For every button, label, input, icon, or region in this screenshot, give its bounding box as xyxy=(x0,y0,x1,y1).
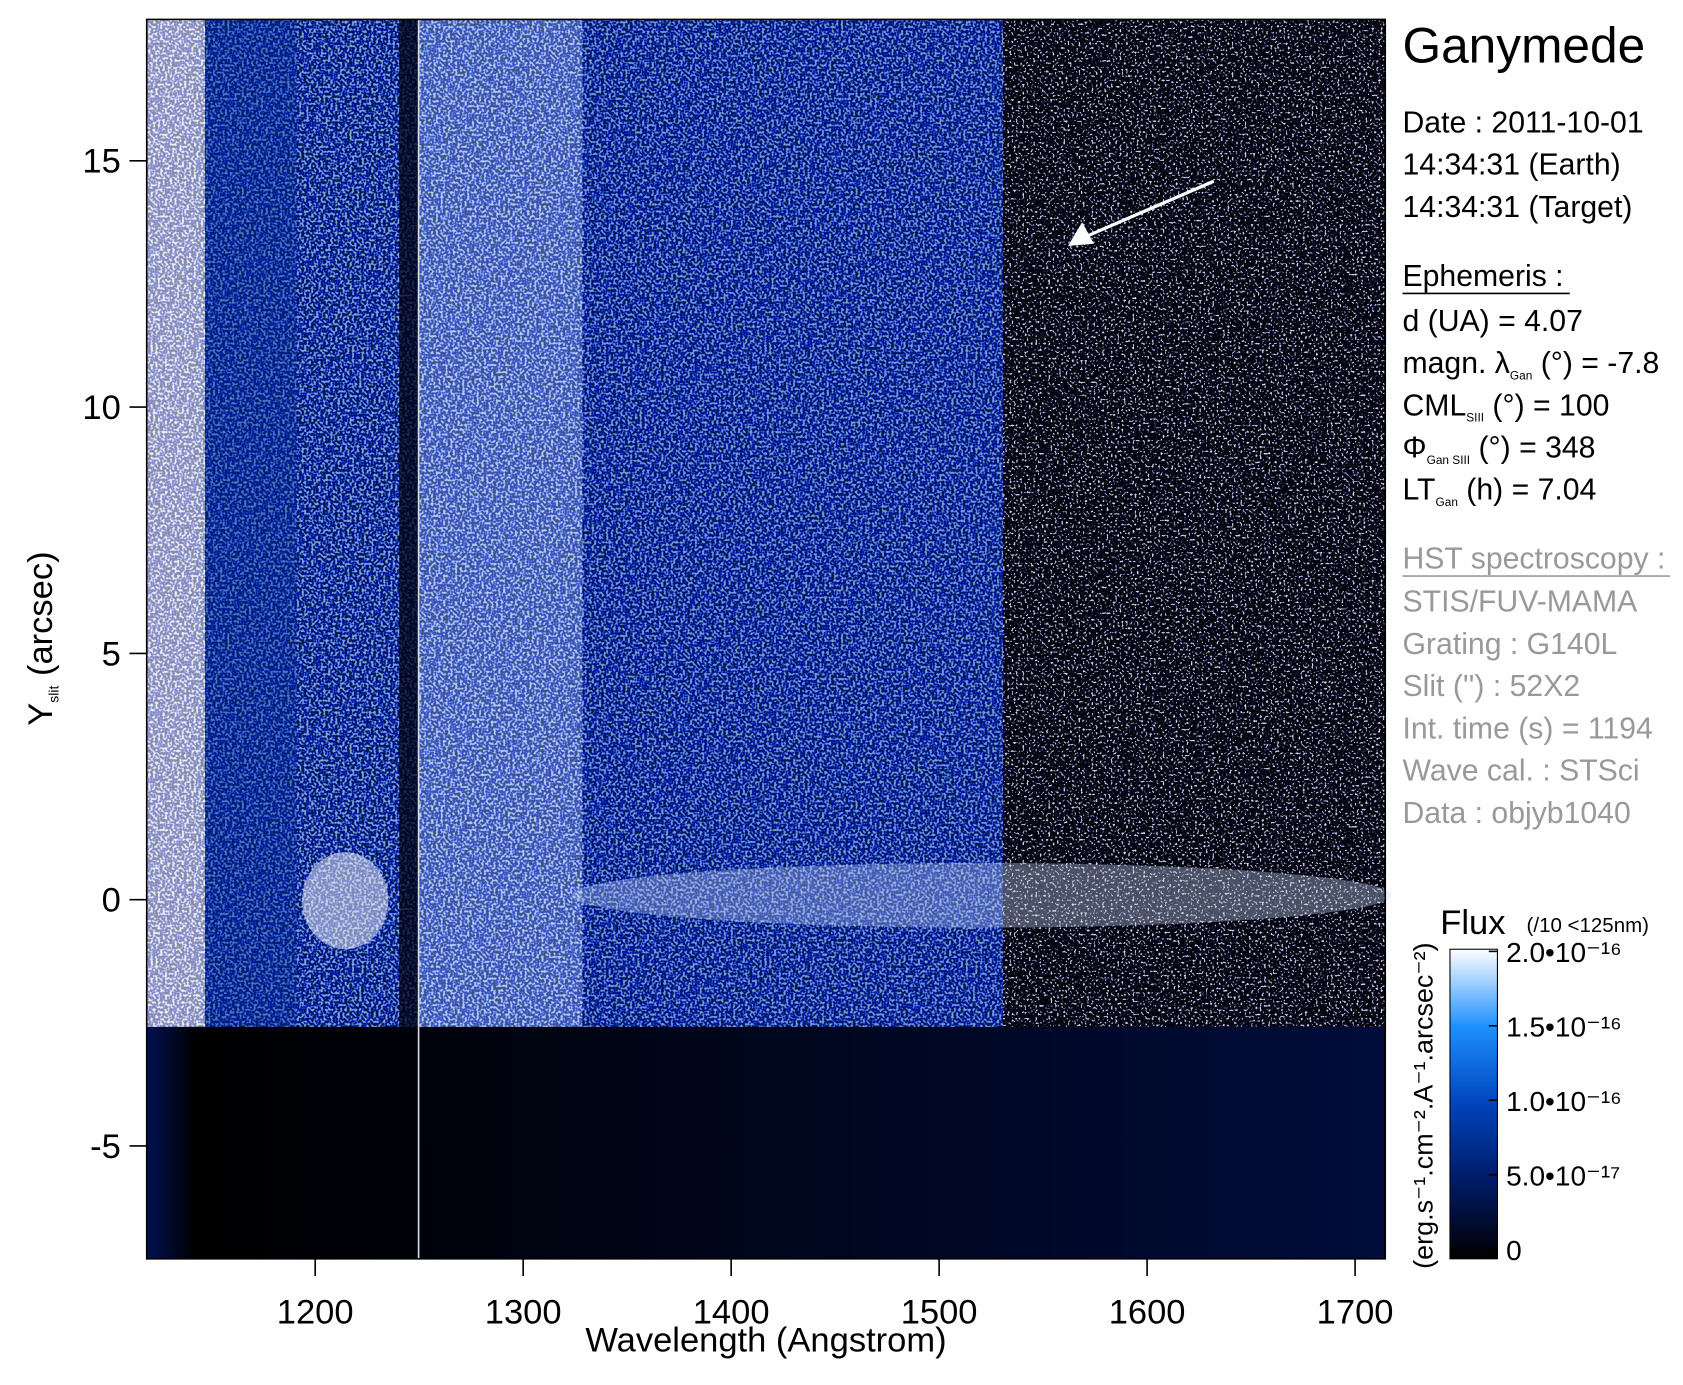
date-line: 14:34:31 (Target) xyxy=(1403,191,1633,224)
y-tick-label: -5 xyxy=(90,1128,121,1166)
ephemeris-line: CMLSIII (°) = 100 xyxy=(1403,389,1610,424)
text: (°) = -7.8 xyxy=(1532,347,1659,380)
subscript: Gan xyxy=(1510,369,1532,383)
hst-line: Wave cal. : STSci xyxy=(1403,755,1640,788)
colorbar-tick-label: 2.0•10⁻¹⁶ xyxy=(1506,937,1622,968)
y-axis-label: Yslit (arcsec) xyxy=(22,551,61,725)
subscript: Gan xyxy=(1436,495,1458,509)
ephemeris-line: magn. λGan (°) = -7.8 xyxy=(1403,347,1660,382)
y-tick-label: 5 xyxy=(102,635,121,673)
text: d (UA) = 4.07 xyxy=(1403,305,1583,338)
text: magn. λ xyxy=(1403,347,1510,380)
x-tick-label: 1600 xyxy=(1109,1294,1186,1332)
text: (°) = 348 xyxy=(1470,431,1595,464)
hst-line: Int. time (s) = 1194 xyxy=(1403,712,1653,745)
text: (°) = 100 xyxy=(1484,389,1609,422)
ephemeris-line: LTGan (h) = 7.04 xyxy=(1403,473,1597,508)
colorbar-label: (erg.s⁻¹.cm⁻².A⁻¹.arcsec⁻²) xyxy=(1409,942,1439,1268)
hst-title: HST spectroscopy : xyxy=(1403,542,1666,575)
ephemeris-line: ΦGan SIII (°) = 348 xyxy=(1403,431,1596,466)
x-axis-label: Wavelength (Angstrom) xyxy=(585,1322,946,1360)
colorbar-tick-label: 1.5•10⁻¹⁶ xyxy=(1506,1012,1622,1043)
subscript: Gan SIII xyxy=(1427,453,1471,467)
x-tick-label: 1700 xyxy=(1317,1294,1394,1332)
ephemeris-title: Ephemeris : xyxy=(1403,260,1564,293)
ephemeris-line: d (UA) = 4.07 xyxy=(1403,305,1583,338)
x-tick-label: 1400 xyxy=(693,1294,770,1332)
colorbar-tick-label: 0 xyxy=(1506,1235,1522,1266)
chart-title: Ganymede xyxy=(1403,18,1646,74)
subscript: SIII xyxy=(1466,411,1484,425)
date-line: Date : 2011-10-01 xyxy=(1403,107,1644,140)
spectrum-image xyxy=(146,19,1392,1259)
colorbar-title: Flux xyxy=(1440,904,1505,942)
colorbar-note: (/10 <125nm) xyxy=(1527,914,1649,937)
hst-line: STIS/FUV-MAMA xyxy=(1403,586,1639,619)
colorbar-tick-label: 1.0•10⁻¹⁶ xyxy=(1506,1086,1622,1117)
text: (h) = 7.04 xyxy=(1458,473,1596,506)
text: Φ xyxy=(1403,431,1427,464)
hst-line: Data : objyb1040 xyxy=(1403,797,1631,830)
text: CML xyxy=(1403,389,1467,422)
x-tick-label: 1200 xyxy=(277,1294,354,1332)
hst-line: Slit ('') : 52X2 xyxy=(1403,670,1581,703)
y-tick-label: 10 xyxy=(82,389,120,427)
x-tick-label: 1500 xyxy=(901,1294,978,1332)
text: LT xyxy=(1403,473,1436,506)
colorbar xyxy=(1449,948,1498,1260)
y-tick-label: 0 xyxy=(102,882,121,920)
plot-frame xyxy=(145,18,1387,1260)
x-tick-label: 1300 xyxy=(485,1294,562,1332)
date-line: 14:34:31 (Earth) xyxy=(1403,149,1621,182)
hst-line: Grating : G140L xyxy=(1403,628,1618,661)
colorbar-tick-label: 5.0•10⁻¹⁷ xyxy=(1506,1160,1620,1191)
y-tick-label: 15 xyxy=(82,143,120,181)
